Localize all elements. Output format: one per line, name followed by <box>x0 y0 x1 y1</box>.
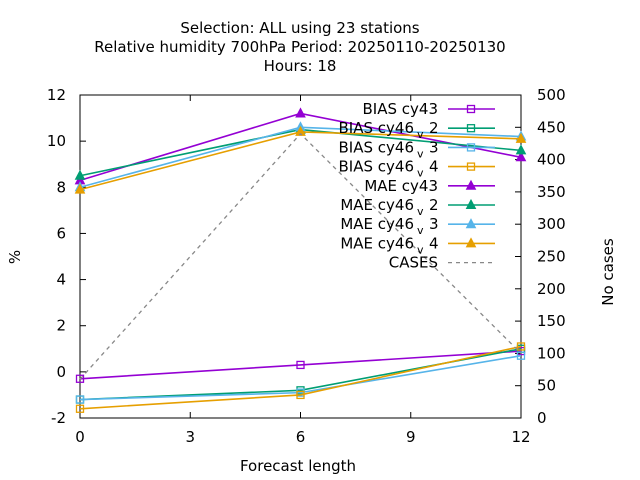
x-tick-label: 12 <box>511 428 530 446</box>
y-axis-label: % <box>6 250 24 264</box>
legend-label-subscript: v <box>417 205 424 218</box>
legend-label-version: 3 <box>429 138 439 156</box>
data-point-square <box>466 124 476 133</box>
legend-label-subscript: v <box>417 224 424 237</box>
y-tick-label: 0 <box>56 363 66 381</box>
y2-tick-label: 350 <box>537 183 566 201</box>
legend-label: MAE cy46 <box>340 234 414 252</box>
data-point-triangle <box>74 169 86 180</box>
x-tick-label: 3 <box>185 428 195 446</box>
legend-label: BIAS cy46 <box>339 138 414 156</box>
data-point-triangle <box>295 125 306 136</box>
series-group <box>74 107 527 413</box>
data-point-triangle <box>465 198 477 209</box>
legend-label-version: 2 <box>429 119 439 137</box>
x-tick-label: 6 <box>296 428 306 446</box>
x-tick-label: 9 <box>406 428 416 446</box>
legend-label-subscript: v <box>417 128 424 141</box>
legend-item: BIAS cy46 v 4 <box>339 158 495 180</box>
y2-tick-label: 400 <box>537 151 566 169</box>
data-point-square <box>466 104 476 114</box>
title-line: Hours: 18 <box>264 57 337 75</box>
series-mae-cy46-v-4 <box>74 125 527 194</box>
series-line <box>79 350 522 380</box>
legend-label-version: 3 <box>429 215 439 233</box>
data-point-square <box>466 162 476 171</box>
legend-label-subscript: v <box>417 243 424 256</box>
data-point-triangle <box>515 151 527 162</box>
series-bias-cy46-v-4 <box>75 342 526 413</box>
legend-label: BIAS cy43 <box>363 100 438 118</box>
legend-label-subscript: v <box>417 147 424 160</box>
y2-tick-label: 150 <box>537 312 566 330</box>
y-tick-label: 12 <box>47 86 66 104</box>
series-cases <box>79 132 522 380</box>
data-point-square <box>516 342 526 351</box>
legend-label-version: 4 <box>429 158 439 176</box>
series-line <box>79 345 522 410</box>
series-line <box>79 354 522 401</box>
legend-item: MAE cy43 <box>364 177 495 195</box>
x-axis: 0 3 6 9 12 <box>75 95 531 446</box>
y2-tick-label: 500 <box>537 86 566 104</box>
y-tick-label: -2 <box>51 409 66 427</box>
data-point-triangle <box>465 237 477 248</box>
legend-label: BIAS cy46 <box>339 158 414 176</box>
legend-label-subscript: v <box>417 167 424 180</box>
legend-item: CASES <box>389 254 495 272</box>
y-tick-label: 2 <box>56 317 66 335</box>
data-point-triangle <box>74 183 86 194</box>
y-tick-label: 6 <box>56 224 66 242</box>
data-point-square <box>516 351 526 360</box>
y-tick-label: 8 <box>56 178 66 196</box>
legend-label-version: 4 <box>429 234 439 252</box>
y-tick-label: 4 <box>56 271 66 289</box>
data-point-square <box>466 143 476 152</box>
y2-tick-label: 200 <box>537 280 566 298</box>
data-point-triangle <box>465 179 477 190</box>
series-line <box>79 132 522 380</box>
title-line: Relative humidity 700hPa Period: 2025011… <box>94 38 505 56</box>
data-point-triangle <box>515 132 527 143</box>
data-point-square <box>75 395 85 404</box>
legend-label: CASES <box>389 254 438 272</box>
y2-tick-label: 50 <box>537 377 556 395</box>
y2-axis: 0 50 100 150 200 250 300 350 400 450 500 <box>515 86 566 427</box>
legend-item: BIAS cy46 v 2 <box>339 119 495 141</box>
legend-item: MAE cy46 v 4 <box>340 234 495 256</box>
data-point-square <box>296 390 305 400</box>
title-line: Selection: ALL using 23 stations <box>180 19 419 37</box>
legend-item: MAE cy46 v 3 <box>340 215 495 237</box>
x-axis-label: Forecast length <box>240 457 356 475</box>
legend-label: MAE cy46 <box>340 196 414 214</box>
data-point-square <box>296 360 305 370</box>
series-bias-cy43 <box>75 346 526 383</box>
chart-title: Selection: ALL using 23 stationsRelative… <box>94 19 505 75</box>
y2-tick-label: 0 <box>537 409 547 427</box>
data-point-square <box>75 404 85 413</box>
legend-item: MAE cy46 v 2 <box>340 196 495 218</box>
y2-tick-label: 100 <box>537 344 566 362</box>
y2-tick-label: 250 <box>537 248 566 266</box>
legend-label: BIAS cy46 <box>339 119 414 137</box>
y2-axis-label: No cases <box>599 238 617 306</box>
data-point-triangle <box>515 144 527 155</box>
y2-tick-label: 300 <box>537 215 566 233</box>
legend-label: MAE cy43 <box>364 177 438 195</box>
data-point-square <box>75 374 85 383</box>
legend-item: BIAS cy43 <box>363 100 495 118</box>
legend-item: BIAS cy46 v 3 <box>339 138 495 160</box>
legend-label-version: 2 <box>429 196 439 214</box>
y-tick-label: 10 <box>47 132 66 150</box>
data-point-triangle <box>465 218 477 229</box>
data-point-triangle <box>295 107 306 118</box>
legend-label: MAE cy46 <box>340 215 414 233</box>
y2-tick-label: 450 <box>537 118 566 136</box>
x-tick-label: 0 <box>75 428 85 446</box>
